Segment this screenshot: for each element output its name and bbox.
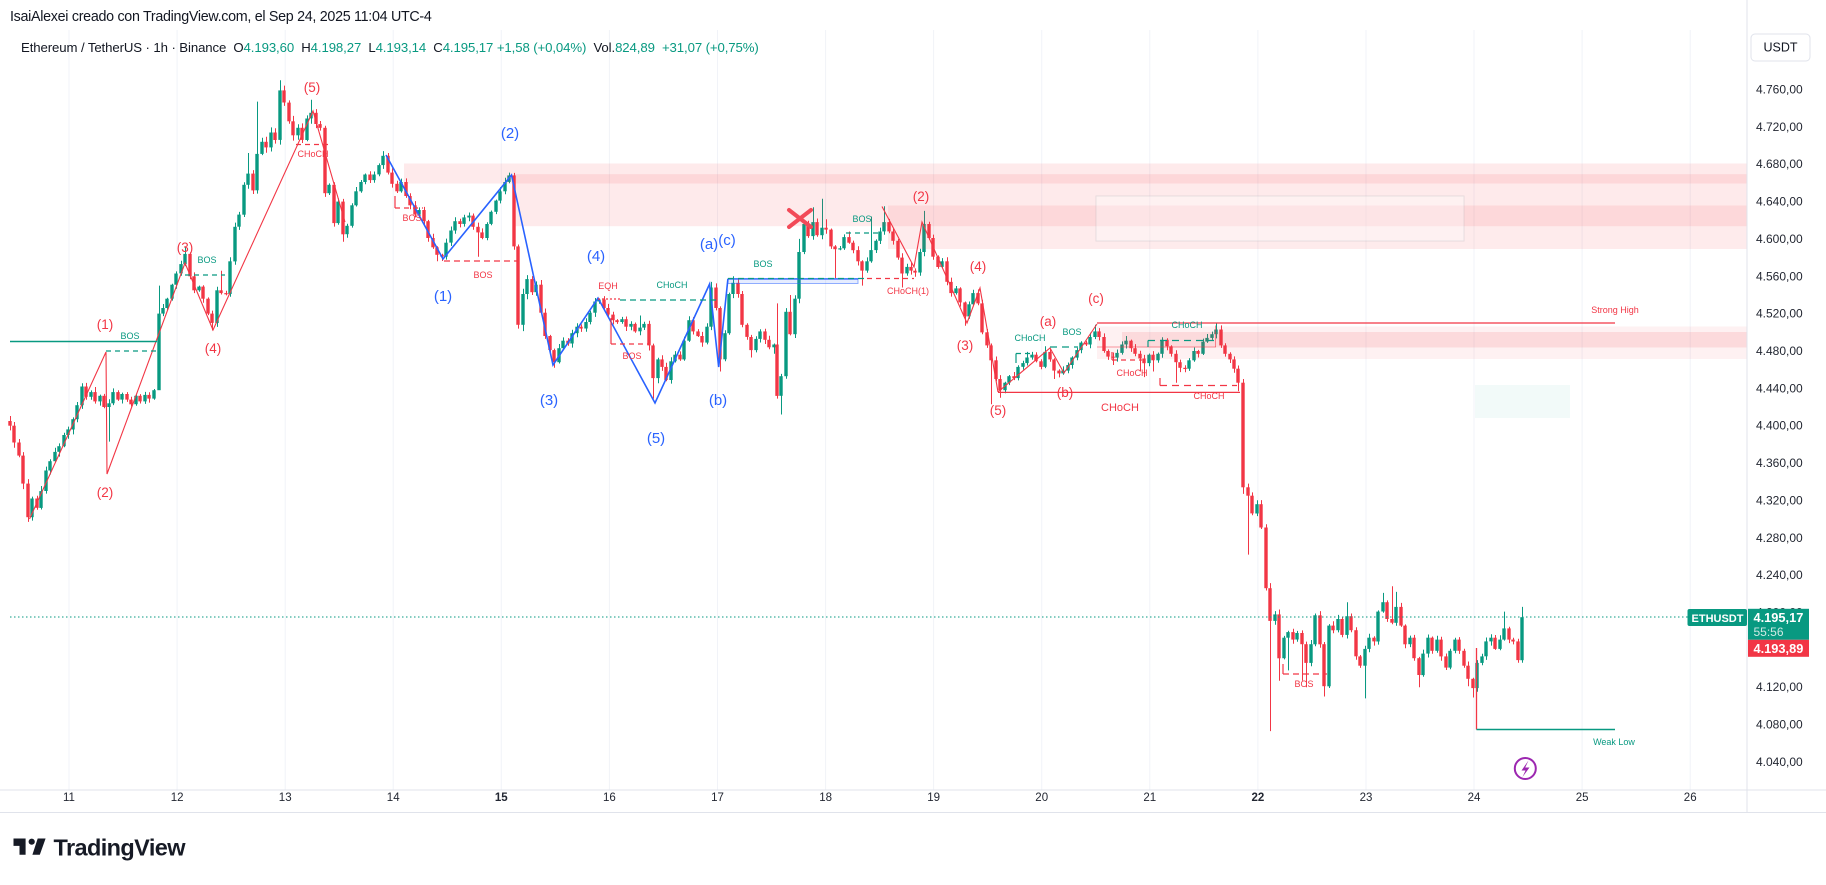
svg-text:55:56: 55:56 xyxy=(1754,625,1784,639)
svg-text:BOS: BOS xyxy=(1294,679,1313,689)
svg-text:USDT: USDT xyxy=(1763,41,1797,55)
svg-text:CHoCH: CHoCH xyxy=(1116,368,1147,378)
svg-text:4.400,00: 4.400,00 xyxy=(1756,419,1803,433)
svg-text:13: 13 xyxy=(279,792,292,804)
svg-text:(c): (c) xyxy=(1088,291,1104,306)
svg-text:4.360,00: 4.360,00 xyxy=(1756,456,1803,470)
svg-text:4.240,00: 4.240,00 xyxy=(1756,568,1803,582)
svg-text:CHoCH: CHoCH xyxy=(1193,391,1224,401)
svg-text:4.280,00: 4.280,00 xyxy=(1756,531,1803,545)
svg-text:(2): (2) xyxy=(97,485,114,500)
svg-text:4.440,00: 4.440,00 xyxy=(1756,381,1803,395)
svg-text:4.720,00: 4.720,00 xyxy=(1756,120,1803,134)
svg-text:(2): (2) xyxy=(913,189,930,204)
svg-text:4.120,00: 4.120,00 xyxy=(1756,680,1803,694)
svg-text:BOS: BOS xyxy=(473,270,492,280)
svg-text:Weak Low: Weak Low xyxy=(1593,737,1635,747)
svg-text:19: 19 xyxy=(927,792,940,804)
svg-text:(4): (4) xyxy=(205,341,222,356)
svg-text:4.320,00: 4.320,00 xyxy=(1756,493,1803,507)
svg-text:ETHUSDT: ETHUSDT xyxy=(1692,613,1744,625)
svg-text:23: 23 xyxy=(1360,792,1373,804)
svg-text:21: 21 xyxy=(1143,792,1156,804)
svg-text:4.080,00: 4.080,00 xyxy=(1756,718,1803,732)
svg-text:CHoCH(1): CHoCH(1) xyxy=(887,286,929,296)
svg-text:(5): (5) xyxy=(304,80,321,95)
svg-text:25: 25 xyxy=(1576,792,1589,804)
svg-text:BOS: BOS xyxy=(197,255,216,265)
svg-text:BOS: BOS xyxy=(753,259,772,269)
svg-text:BOS: BOS xyxy=(120,331,139,341)
svg-text:CHoCH: CHoCH xyxy=(1014,333,1045,343)
svg-text:(a): (a) xyxy=(1040,314,1057,329)
svg-text:Ethereum / TetherUS · 1h · Bin: Ethereum / TetherUS · 1h · Binance O4.19… xyxy=(21,40,759,55)
svg-text:CHoCH: CHoCH xyxy=(297,149,328,159)
svg-text:BOS: BOS xyxy=(622,351,641,361)
svg-text:11: 11 xyxy=(63,792,75,804)
svg-text:Strong High: Strong High xyxy=(1591,305,1639,315)
svg-text:(b): (b) xyxy=(1057,385,1074,400)
svg-text:4.520,00: 4.520,00 xyxy=(1756,307,1803,321)
svg-text:(1): (1) xyxy=(434,288,452,305)
svg-text:18: 18 xyxy=(819,792,832,804)
svg-text:22: 22 xyxy=(1252,792,1265,804)
svg-text:4.560,00: 4.560,00 xyxy=(1756,269,1803,283)
svg-text:24: 24 xyxy=(1468,792,1481,804)
svg-text:4.640,00: 4.640,00 xyxy=(1756,195,1803,209)
svg-text:(2): (2) xyxy=(501,125,519,142)
svg-text:(4): (4) xyxy=(970,259,987,274)
svg-text:4.600,00: 4.600,00 xyxy=(1756,232,1803,246)
svg-text:15: 15 xyxy=(495,792,508,804)
svg-text:(4): (4) xyxy=(587,248,605,265)
svg-text:(3): (3) xyxy=(540,392,558,409)
svg-text:(5): (5) xyxy=(990,403,1007,418)
svg-text:4.760,00: 4.760,00 xyxy=(1756,83,1803,97)
svg-text:(1): (1) xyxy=(97,317,114,332)
svg-text:CHoCH: CHoCH xyxy=(656,280,687,290)
svg-text:EQH: EQH xyxy=(598,281,618,291)
svg-text:(3): (3) xyxy=(957,338,974,353)
svg-text:BOS: BOS xyxy=(1062,327,1081,337)
svg-text:4.040,00: 4.040,00 xyxy=(1756,755,1803,769)
svg-text:(b): (b) xyxy=(709,392,727,409)
svg-text:4.480,00: 4.480,00 xyxy=(1756,344,1803,358)
svg-text:IsaiAlexei creado con TradingV: IsaiAlexei creado con TradingView.com, e… xyxy=(10,9,432,25)
svg-text:CHoCH: CHoCH xyxy=(1101,402,1139,414)
svg-text:14: 14 xyxy=(387,792,400,804)
svg-text:CHoCH: CHoCH xyxy=(1171,320,1202,330)
svg-text:4.680,00: 4.680,00 xyxy=(1756,157,1803,171)
svg-text:20: 20 xyxy=(1035,792,1048,804)
svg-text:16: 16 xyxy=(603,792,616,804)
svg-text:BOS: BOS xyxy=(852,214,871,224)
svg-text:(5): (5) xyxy=(647,430,665,447)
svg-text:TradingView: TradingView xyxy=(54,835,187,861)
svg-text:(a): (a) xyxy=(700,236,718,253)
svg-text:BOS: BOS xyxy=(402,213,421,223)
svg-text:12: 12 xyxy=(171,792,184,804)
svg-text:(3): (3) xyxy=(177,240,194,255)
svg-text:26: 26 xyxy=(1684,792,1697,804)
svg-text:17: 17 xyxy=(711,792,724,804)
svg-text:(c): (c) xyxy=(718,232,736,249)
svg-text:4.193,89: 4.193,89 xyxy=(1754,641,1804,656)
svg-text:4.195,17: 4.195,17 xyxy=(1754,610,1804,625)
